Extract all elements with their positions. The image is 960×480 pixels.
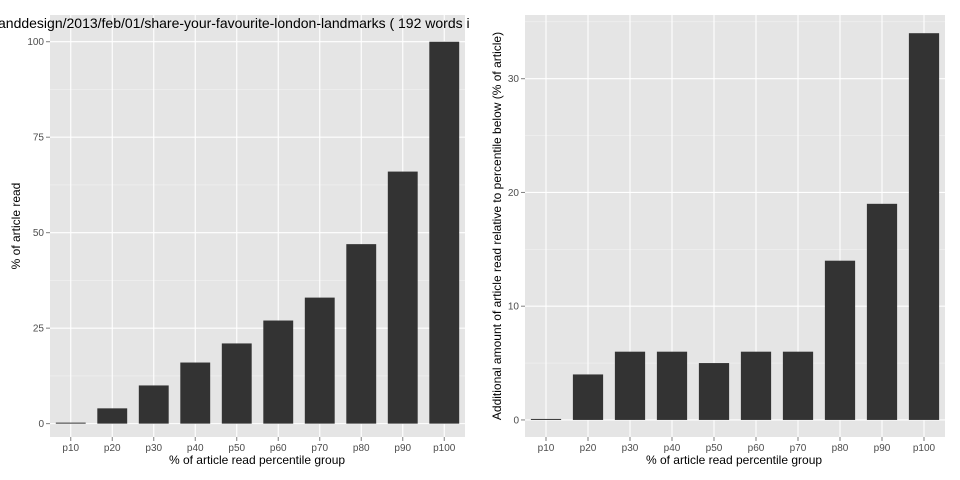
x-tick-label: p60: [748, 443, 765, 454]
y-tick-label: 25: [33, 324, 45, 335]
x-tick-label: p10: [62, 443, 79, 454]
x-tick-label: p90: [394, 443, 411, 454]
bar-p80: [824, 260, 856, 420]
bar-p20: [97, 408, 128, 424]
bar-p90: [387, 171, 418, 424]
bar-p20: [572, 374, 604, 420]
bar-p60: [740, 351, 772, 420]
bar-p40: [180, 362, 211, 424]
y-axis-title: % of article read: [9, 183, 23, 270]
x-tick-label: p70: [311, 443, 328, 454]
x-tick-label: p20: [104, 443, 121, 454]
y-axis-title: Additional amount of article read relati…: [490, 32, 504, 420]
y-tick-label: 100: [27, 37, 44, 48]
x-tick-label: p10: [538, 443, 555, 454]
bar-p70: [782, 351, 814, 420]
chart-left-cumulative: 0 25 50 75 100 p10 p20 p30 p40 p50 p60 p70 p80 p90 p10…: [0, 15, 470, 467]
x-tick-label: p30: [145, 443, 162, 454]
bar-p60: [263, 320, 294, 424]
bar-p10: [55, 422, 86, 424]
y-tick-label: 10: [508, 302, 520, 313]
x-tick-label: p100: [913, 443, 936, 454]
x-tick-label: p30: [622, 443, 639, 454]
bar-p80: [346, 244, 377, 424]
bar-p100: [908, 33, 940, 420]
bar-p30: [614, 351, 646, 420]
y-tick-label: 20: [508, 188, 520, 199]
chart-right-incremental: 0 10 20 30 p10 p20 p30 p40 p50 p60 p70 p80 p90 p100 % …: [490, 15, 945, 467]
x-tick-label: p60: [270, 443, 287, 454]
x-tick-label: p50: [228, 443, 245, 454]
x-tick-label: p40: [187, 443, 204, 454]
bar-p30: [138, 385, 169, 424]
x-tick-label: p50: [706, 443, 723, 454]
bar-p70: [304, 297, 335, 424]
bar-p100: [429, 41, 460, 424]
x-tick-label: p90: [874, 443, 891, 454]
x-tick-label: p80: [353, 443, 370, 454]
plot-title: anddesign/2013/feb/01/share-your-favouri…: [0, 15, 470, 31]
y-tick-label: 0: [38, 419, 44, 430]
x-tick-label: p70: [790, 443, 807, 454]
bar-p40: [656, 351, 688, 420]
bar-p50: [698, 363, 730, 420]
bar-p10: [530, 418, 562, 420]
x-tick-label: p40: [664, 443, 681, 454]
x-axis-title: % of article read percentile group: [646, 453, 822, 467]
x-axis-title: % of article read percentile group: [169, 453, 345, 467]
y-tick-label: 30: [508, 74, 520, 85]
bar-p50: [221, 343, 252, 424]
x-tick-label: p20: [580, 443, 597, 454]
y-tick-label: 50: [33, 228, 45, 239]
y-tick-label: 75: [33, 133, 45, 144]
x-tick-label: p80: [832, 443, 849, 454]
bar-p90: [866, 203, 898, 420]
x-tick-label: p100: [433, 443, 456, 454]
y-tick-label: 0: [513, 415, 519, 426]
